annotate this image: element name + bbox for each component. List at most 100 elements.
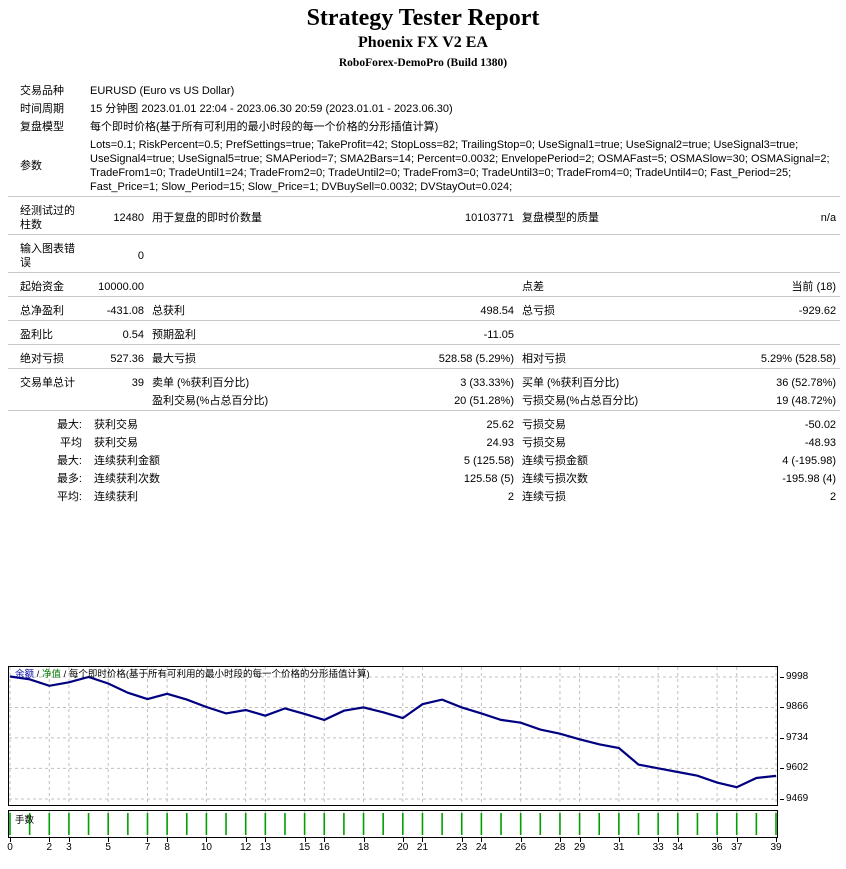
x-axis: 0 2 3 5 7 8 10 12 13 15 16 18 20 21 23 24 26 28 29 31 33 34 36…	[7, 838, 782, 858]
avg-consecutive-losses-label: 连续亏损	[522, 491, 566, 503]
y-axis-tick	[780, 737, 784, 739]
total-trades-value: 39	[131, 377, 144, 389]
initial-deposit-value: 10000.00	[98, 281, 144, 293]
lots-label: 手数	[15, 815, 35, 826]
legend-balance: 余额	[15, 669, 35, 680]
row-total-trades: 交易单总计 39 卖单 (%获利百分比) 3 (33.33%) 买单 (%获利百…	[8, 374, 840, 392]
max-drawdown-value: 528.58 (5.29%)	[438, 353, 514, 365]
model-value: 每个即时价格(基于所有可利用的最小时段的每一个价格的分形插值计算)	[90, 121, 439, 133]
y-axis-tick	[780, 768, 784, 770]
y-axis-label: 9734	[786, 731, 809, 743]
max-count-losses-value: -195.98 (4)	[782, 473, 837, 485]
average-profit-value: 24.93	[486, 437, 514, 449]
quality-value: n/a	[820, 212, 837, 224]
x-axis-tick	[206, 838, 208, 842]
x-axis-label: 31	[613, 842, 625, 853]
x-axis-label: 2	[46, 842, 53, 853]
mismatch-value: 0	[137, 250, 144, 262]
x-axis-tick	[108, 838, 110, 842]
balance-chart: 余额 / 净值 / 每个即时价格(基于所有可利用的最小时段的每一个价格的分形插值…	[7, 666, 838, 862]
y-axis-tick	[780, 677, 784, 678]
row-initial-deposit: 起始资金 10000.00 点差 当前 (18)	[8, 278, 840, 297]
x-axis-label: 0	[7, 842, 13, 853]
spread-value: 当前 (18)	[791, 281, 837, 293]
x-axis-tick	[402, 838, 404, 842]
x-axis-label: 3	[66, 842, 72, 853]
parameters-label: 参数	[20, 160, 42, 172]
x-axis-label: 13	[259, 842, 271, 853]
row-drawdown: 绝对亏损 527.36 最大亏损 528.58 (5.29%) 相对亏损 5.2…	[8, 350, 840, 369]
y-axis: 9998 9866 9734 9602 9469	[780, 666, 838, 808]
divider	[8, 272, 841, 278]
x-axis-label: 10	[200, 842, 212, 853]
x-axis-tick	[520, 838, 522, 842]
average-loss-label: 亏损交易	[522, 437, 566, 449]
lots-bars	[9, 811, 777, 837]
y-axis-label: 9602	[786, 762, 809, 774]
legend-model: 每个即时价格(基于所有可利用的最小时段的每一个价格的分形插值计算)	[68, 669, 370, 680]
chart-legend: 余额 / 净值 / 每个即时价格(基于所有可利用的最小时段的每一个价格的分形插值…	[15, 669, 370, 680]
quality-label: 复盘模型的质量	[522, 212, 599, 224]
x-axis-tick	[304, 838, 306, 842]
legend-equity: 净值	[41, 669, 61, 680]
divider	[8, 344, 841, 350]
x-axis-label: 26	[515, 842, 527, 853]
row-average: 平均 获利交易 24.93 亏损交易 -48.93	[8, 434, 840, 452]
x-axis-label: 29	[574, 842, 586, 853]
param-line: UseSignal4=true; UseSignal5=true; SMAPer…	[90, 153, 830, 165]
x-axis-tick	[265, 838, 267, 842]
broker-build: RoboForex-DemoPro (Build 1380)	[338, 57, 508, 69]
chart-gridlines	[9, 667, 777, 805]
absolute-drawdown-label: 绝对亏损	[20, 353, 64, 365]
row-avg-consecutive: 平均: 连续获利 2 连续亏损 2	[8, 488, 840, 506]
divider	[8, 196, 841, 202]
model-label: 复盘模型	[20, 121, 64, 133]
x-axis-label: 15	[299, 842, 311, 853]
x-axis-tick	[658, 838, 660, 842]
report-table: 交易品种 EURUSD (Euro vs US Dollar) 时间周期 15 …	[8, 82, 841, 506]
row-net-profit: 总净盈利 -431.08 总获利 498.54 总亏损 -929.62	[8, 302, 840, 321]
row-period: 时间周期 15 分钟图 2023.01.01 22:04 - 2023.06.3…	[8, 100, 840, 118]
x-axis-label: 20	[397, 842, 409, 853]
ea-name: Phoenix FX V2 EA	[358, 34, 488, 51]
largest-loss-value: -50.02	[804, 419, 837, 431]
relative-drawdown-value: 5.29% (528.58)	[760, 353, 837, 365]
legend-separator-1: /	[36, 669, 40, 680]
equity-curve-plot[interactable]: 余额 / 净值 / 每个即时价格(基于所有可利用的最小时段的每一个价格的分形插值…	[8, 666, 778, 806]
max-consecutive-losses-value: 4 (-195.98)	[782, 455, 837, 467]
divider	[8, 410, 841, 416]
expected-payoff-value: -11.05	[483, 329, 514, 341]
expected-payoff-label: 预期盈利	[152, 329, 196, 341]
y-axis-label: 9469	[786, 793, 809, 804]
x-axis-tick	[481, 838, 483, 842]
y-axis-label: 9866	[786, 701, 809, 713]
row-max-consecutive: 最大: 连续获利金额 5 (125.58) 连续亏损金额 4 (-195.98)	[8, 452, 840, 470]
mismatch-label: 输入图表错误	[20, 243, 75, 269]
loss-trades-label: 亏损交易(%占总百分比)	[522, 395, 639, 407]
x-axis-tick	[618, 838, 620, 842]
x-axis-label: 16	[318, 842, 330, 853]
parameters-value: Lots=0.1; RiskPercent=0.5; PrefSettings=…	[86, 136, 840, 197]
x-axis-tick	[68, 838, 70, 842]
row-model: 复盘模型 每个即时价格(基于所有可利用的最小时段的每一个价格的分形插值计算)	[8, 118, 840, 136]
profit-factor-label: 盈利比	[20, 329, 53, 341]
avg-consecutive-wins-label: 连续获利	[94, 491, 138, 503]
profit-factor-value: 0.54	[122, 329, 144, 341]
x-axis-label: 18	[357, 842, 370, 853]
largest-label: 最大:	[56, 419, 82, 431]
y-axis-tick	[780, 707, 784, 709]
x-axis-label: 21	[416, 842, 429, 853]
x-axis-label: 36	[711, 842, 723, 853]
max-count-wins-value: 125.58 (5)	[463, 473, 514, 485]
divider	[8, 234, 841, 240]
param-line: Lots=0.1; RiskPercent=0.5; PrefSettings=…	[90, 139, 799, 151]
x-axis-tick	[579, 838, 581, 842]
row-mismatch: 输入图表错误 0	[8, 240, 840, 273]
x-axis-label: 33	[652, 842, 664, 853]
short-positions-value: 3 (33.33%)	[460, 377, 514, 389]
short-positions-label: 卖单 (%获利百分比)	[152, 377, 250, 389]
x-axis-label: 12	[240, 842, 252, 853]
net-profit-value: -431.08	[106, 305, 144, 317]
max-consecutive-label: 最大:	[56, 455, 82, 467]
loss-trades-value: 19 (48.72%)	[776, 395, 837, 407]
